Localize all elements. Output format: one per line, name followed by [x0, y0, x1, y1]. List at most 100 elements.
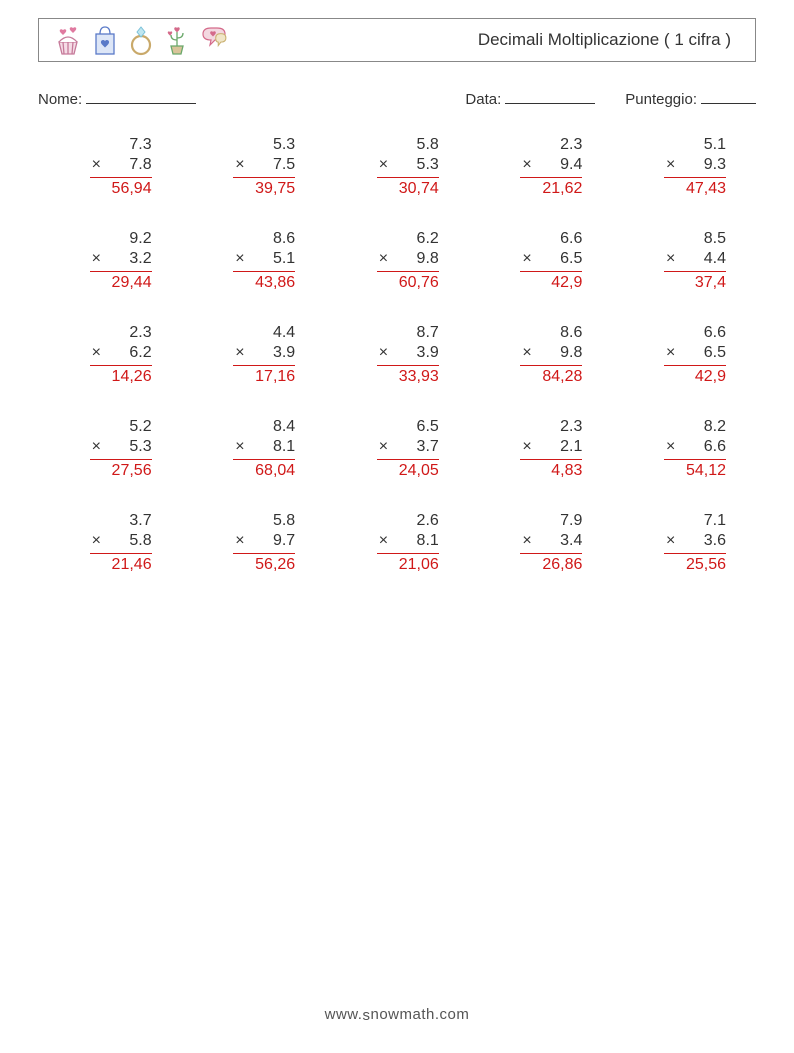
operand-b: 3.7 — [417, 437, 439, 457]
operator-sign: × — [377, 343, 388, 363]
operand-a: 2.6 — [377, 511, 439, 531]
operand-b: 5.8 — [129, 531, 151, 551]
problem: 7.3×7.856,94 — [38, 135, 182, 199]
operand-b: 5.1 — [273, 249, 295, 269]
operand-b: 6.5 — [704, 343, 726, 363]
answer: 21,62 — [520, 177, 582, 199]
problem: 6.6×6.542,9 — [612, 323, 756, 387]
problem: 8.6× 5.143,86 — [182, 229, 326, 293]
answer: 24,05 — [377, 459, 439, 481]
operand-b-row: ×3.4 — [520, 531, 582, 554]
operand-a: 8.4 — [233, 417, 295, 437]
operand-b-row: ×9.8 — [520, 343, 582, 366]
problem: 5.2×5.327,56 — [38, 417, 182, 481]
info-row: Nome: Data: Punteggio: — [38, 90, 756, 108]
problem: 5.8×5.330,74 — [325, 135, 469, 199]
answer: 56,94 — [90, 177, 152, 199]
operator-sign: × — [90, 249, 101, 269]
operand-a: 5.3 — [233, 135, 295, 155]
ring-diamond-icon — [127, 24, 155, 56]
operator-sign: × — [233, 437, 244, 457]
operand-a: 7.3 — [90, 135, 152, 155]
name-field: Nome: — [38, 90, 196, 108]
operand-b-row: ×6.6 — [664, 437, 726, 460]
operand-a: 7.1 — [664, 511, 726, 531]
operand-b: 3.6 — [704, 531, 726, 551]
operator-sign: × — [90, 437, 101, 457]
operand-b-row: × 3.7 — [377, 437, 439, 460]
operator-sign: × — [233, 249, 244, 269]
operand-b-row: ×3.6 — [664, 531, 726, 554]
score-label: Punteggio: — [625, 91, 697, 108]
operand-b: 8.1 — [417, 531, 439, 551]
name-underline — [86, 90, 196, 104]
operand-b: 7.5 — [273, 155, 295, 175]
answer: 56,26 — [233, 553, 295, 575]
problem: 6.2×9.860,76 — [325, 229, 469, 293]
answer: 39,75 — [233, 177, 295, 199]
operator-sign: × — [520, 343, 531, 363]
operand-b-row: ×8.1 — [233, 437, 295, 460]
operand-b: 3.9 — [417, 343, 439, 363]
operand-a: 8.5 — [664, 229, 726, 249]
flower-pot-hearts-icon — [163, 24, 191, 56]
operator-sign: × — [90, 155, 101, 175]
operand-a: 5.1 — [664, 135, 726, 155]
problem: 8.6×9.884,28 — [469, 323, 613, 387]
operand-b-row: × 5.1 — [233, 249, 295, 272]
operand-b-row: ×4.4 — [664, 249, 726, 272]
problems-grid: 7.3×7.856,945.3×7.539,755.8×5.330,742.3×… — [38, 135, 756, 575]
problem: 5.8×9.756,26 — [182, 511, 326, 575]
answer: 30,74 — [377, 177, 439, 199]
problem: 2.6×8.121,06 — [325, 511, 469, 575]
operand-a: 8.7 — [377, 323, 439, 343]
footer-rest: nowmath.com — [370, 1006, 469, 1023]
problem: 4.4×3.917,16 — [182, 323, 326, 387]
score-field: Punteggio: — [625, 90, 756, 108]
problem: 3.7×5.821,46 — [38, 511, 182, 575]
operator-sign: × — [233, 155, 244, 175]
operator-sign: × — [233, 531, 244, 551]
problem: 7.9×3.426,86 — [469, 511, 613, 575]
operand-b: 5.3 — [417, 155, 439, 175]
date-underline — [505, 90, 595, 104]
operand-a: 3.7 — [90, 511, 152, 531]
problem: 8.4×8.168,04 — [182, 417, 326, 481]
answer: 21,06 — [377, 553, 439, 575]
answer: 54,12 — [664, 459, 726, 481]
problem: 6.5× 3.724,05 — [325, 417, 469, 481]
problem: 7.1×3.625,56 — [612, 511, 756, 575]
answer: 14,26 — [90, 365, 152, 387]
answer: 4,83 — [520, 459, 582, 481]
operand-b: 3.9 — [273, 343, 295, 363]
problem: 6.6×6.542,9 — [469, 229, 613, 293]
problem: 5.1×9.347,43 — [612, 135, 756, 199]
footer-prefix: www. — [325, 1006, 363, 1023]
operand-b: 9.4 — [560, 155, 582, 175]
answer: 25,56 — [664, 553, 726, 575]
footer: www.snowmath.com — [0, 1006, 794, 1023]
problem: 8.7×3.933,93 — [325, 323, 469, 387]
answer: 43,86 — [233, 271, 295, 293]
operator-sign: × — [520, 437, 531, 457]
operator-sign: × — [233, 343, 244, 363]
operand-a: 8.6 — [233, 229, 295, 249]
operator-sign: × — [90, 343, 101, 363]
cupcake-hearts-icon — [53, 24, 83, 56]
answer: 42,9 — [520, 271, 582, 293]
operand-a: 2.3 — [520, 417, 582, 437]
operand-b: 9.8 — [417, 249, 439, 269]
operator-sign: × — [520, 249, 531, 269]
problem: 8.5×4.437,4 — [612, 229, 756, 293]
answer: 37,4 — [664, 271, 726, 293]
answer: 84,28 — [520, 365, 582, 387]
operand-b: 6.5 — [560, 249, 582, 269]
operand-b-row: ×6.2 — [90, 343, 152, 366]
operand-a: 7.9 — [520, 511, 582, 531]
operand-a: 6.5 — [377, 417, 439, 437]
date-label: Data: — [465, 91, 501, 108]
operand-a: 6.2 — [377, 229, 439, 249]
answer: 68,04 — [233, 459, 295, 481]
operand-b-row: ×8.1 — [377, 531, 439, 554]
operator-sign: × — [377, 437, 388, 457]
